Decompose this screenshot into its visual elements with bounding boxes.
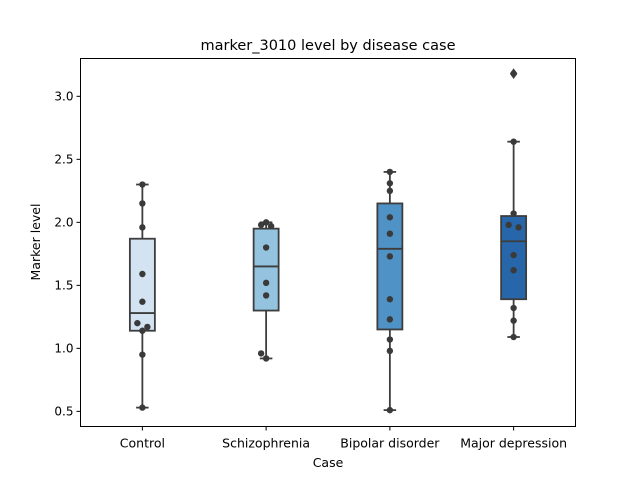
data-point — [510, 304, 517, 312]
y-tick-label: 1.5 — [54, 278, 73, 292]
data-point — [139, 181, 146, 188]
data-point — [386, 296, 394, 303]
y-tick-label: 2.5 — [54, 152, 73, 166]
y-tick-label: 3.0 — [54, 89, 73, 103]
data-point — [510, 210, 517, 217]
data-point — [139, 200, 146, 207]
data-point — [386, 406, 394, 414]
y-axis-label: Marker level — [28, 204, 43, 281]
data-point — [386, 214, 394, 221]
data-point — [144, 323, 151, 331]
data-point — [386, 187, 394, 195]
plot-area — [128, 68, 528, 414]
data-point — [262, 244, 270, 251]
y-axis: 0.5 1.0 1.5 2.0 2.5 3.0 — [54, 89, 81, 418]
data-point — [267, 222, 275, 230]
data-point — [262, 292, 270, 299]
x-tick-label: Bipolar disorder — [340, 436, 440, 451]
x-tick-label: Schizophrenia — [222, 436, 310, 451]
y-tick-label: 1.0 — [54, 341, 73, 355]
data-point — [262, 219, 270, 226]
data-point — [386, 230, 394, 237]
data-point — [510, 333, 517, 341]
data-point — [257, 221, 265, 229]
data-point — [386, 253, 394, 260]
data-point — [386, 336, 394, 343]
data-point — [139, 404, 146, 411]
x-tick-label: Major depression — [460, 436, 567, 451]
x-axis-label: Case — [313, 455, 344, 470]
data-point — [386, 316, 394, 323]
data-point — [510, 267, 517, 274]
box — [128, 237, 156, 332]
data-point — [139, 270, 146, 278]
data-point — [262, 355, 270, 362]
data-point — [257, 350, 265, 357]
data-point — [510, 251, 517, 259]
box-group — [500, 68, 528, 338]
box-group — [128, 183, 156, 409]
data-point — [386, 180, 394, 187]
data-point — [139, 327, 146, 334]
data-point — [139, 351, 146, 358]
chart-title: marker_3010 level by disease case — [201, 38, 456, 54]
box — [376, 202, 404, 331]
data-point — [515, 224, 522, 231]
data-point — [386, 347, 394, 355]
data-point — [139, 298, 146, 305]
y-tick-label: 2.0 — [54, 215, 73, 229]
data-point — [262, 279, 270, 287]
data-point — [386, 168, 394, 176]
data-point — [510, 317, 517, 324]
y-tick-label: 0.5 — [54, 404, 73, 418]
plot-frame — [80, 58, 576, 427]
data-point — [139, 224, 146, 231]
data-point — [505, 221, 512, 229]
data-point — [510, 138, 517, 145]
x-tick-label: Control — [120, 436, 165, 451]
box-group — [252, 221, 280, 360]
box-group — [376, 171, 404, 412]
data-point — [510, 70, 517, 77]
data-point — [134, 319, 141, 327]
x-axis: Control Schizophrenia Bipolar disorder Majo… — [120, 426, 567, 451]
